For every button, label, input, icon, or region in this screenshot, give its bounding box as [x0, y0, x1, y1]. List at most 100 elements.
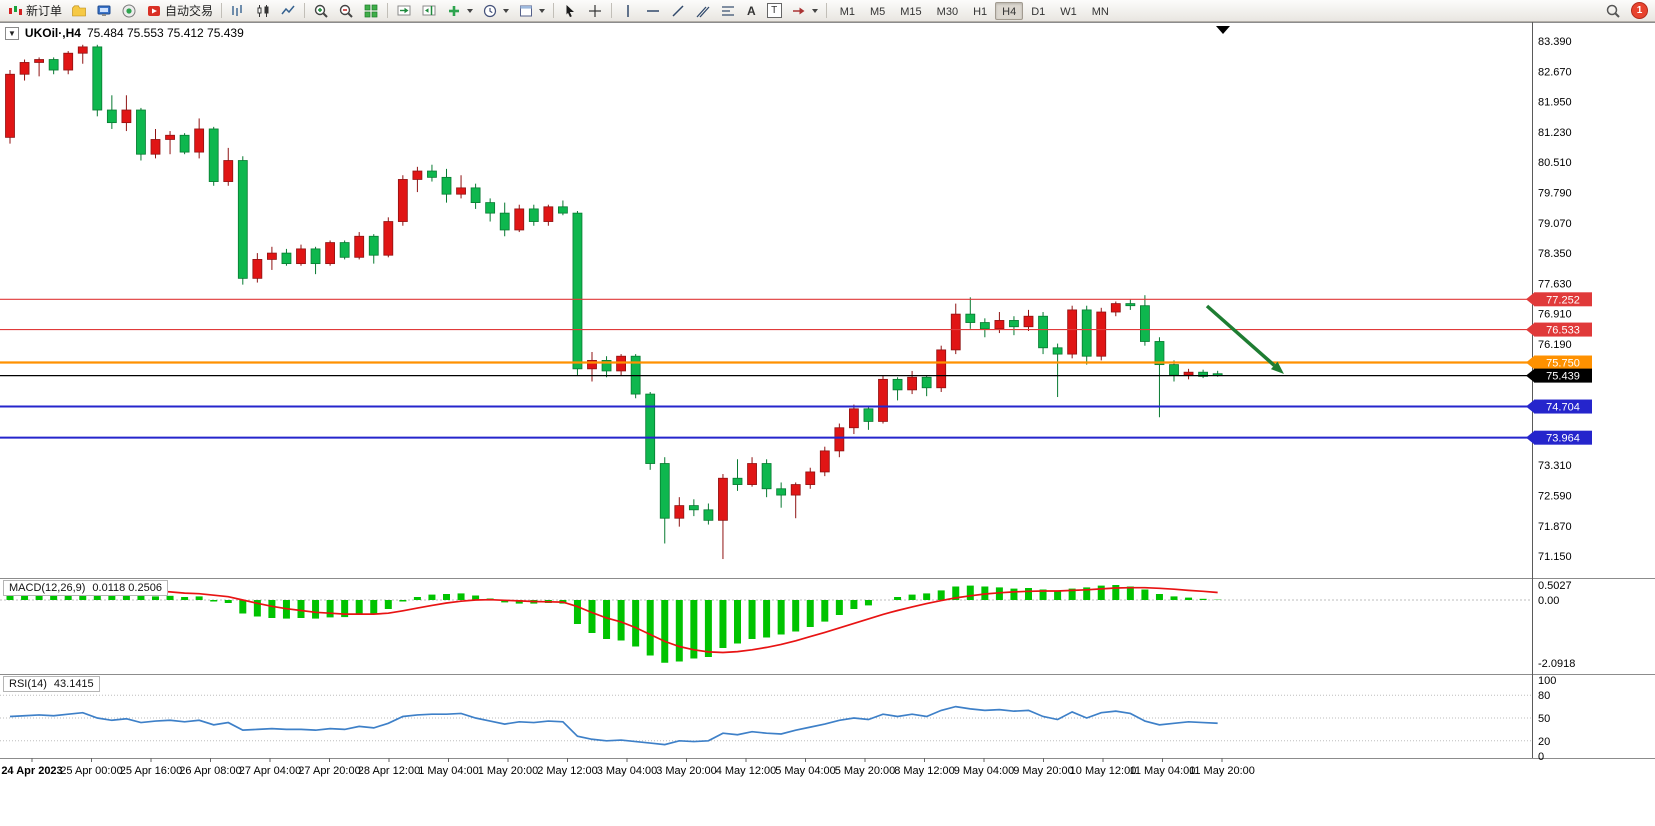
price-label-text: 75.439 — [1546, 371, 1580, 383]
chart-menu-icon[interactable]: ▼ — [5, 26, 19, 40]
candle-body — [456, 187, 466, 195]
candle-body — [266, 252, 277, 260]
candle-body — [325, 242, 336, 265]
text-button[interactable]: A — [741, 1, 762, 20]
time-label: 10 May 12:00 — [1070, 765, 1137, 777]
cursor-button[interactable] — [558, 1, 582, 20]
timeframe-button-M30[interactable]: M30 — [930, 2, 965, 20]
candle-body — [1009, 320, 1019, 328]
price-label-box — [1534, 399, 1592, 414]
candle-body — [383, 221, 394, 256]
auto-scroll-button[interactable] — [392, 1, 416, 20]
candle-body — [368, 235, 379, 256]
chevron-down-icon — [539, 8, 546, 13]
trend-arrow[interactable] — [1205, 304, 1276, 367]
candle-body — [63, 52, 74, 71]
cursor-icon — [566, 4, 575, 17]
auto-trading-button[interactable]: 自动交易 — [142, 1, 217, 20]
rsi-value: 43.1415 — [53, 678, 94, 690]
timeframe-button-D1[interactable]: D1 — [1024, 2, 1052, 20]
candle-body — [281, 252, 292, 265]
timeframe-button-M1[interactable]: M1 — [833, 2, 862, 20]
rsi-line — [9, 705, 1218, 746]
rsi-scale-label: 100 — [1538, 675, 1556, 687]
text-label-button[interactable]: T — [763, 1, 786, 20]
timeframe-button-MN[interactable]: MN — [1085, 2, 1116, 20]
auto-trading-label: 自动交易 — [165, 4, 214, 18]
zoom-in-button[interactable] — [309, 1, 333, 20]
candle-body — [136, 109, 146, 155]
timeframe-button-H4[interactable]: H4 — [995, 1, 1024, 20]
candle-body — [878, 378, 888, 422]
tile-windows-button[interactable] — [359, 1, 383, 20]
horizontal-line-button[interactable] — [641, 1, 665, 20]
candle-body — [572, 212, 583, 370]
macd-scale-label: -2.0918 — [1538, 658, 1575, 670]
candle-body — [296, 248, 306, 265]
price-label-notch — [1526, 292, 1534, 306]
candle-body — [892, 378, 903, 391]
candle-body — [121, 109, 132, 124]
candle-body — [1154, 341, 1165, 366]
time-label: 3 May 04:00 — [597, 765, 658, 777]
arrow-shapes-icon — [792, 7, 805, 14]
vertical-line-button[interactable] — [616, 1, 640, 20]
candle-body — [688, 505, 699, 511]
timeframe-button-M15[interactable]: M15 — [893, 2, 928, 20]
trend-arrow-head — [1270, 361, 1284, 374]
macd-name: MACD(12,26,9) — [9, 582, 86, 594]
time-label: 9 May 20:00 — [1013, 765, 1074, 777]
price-label-text: 74.704 — [1546, 402, 1580, 414]
market-watch-button[interactable] — [92, 1, 116, 20]
timeframe-button-H1[interactable]: H1 — [966, 2, 994, 20]
price-label-text: 77.252 — [1546, 294, 1580, 306]
time-label: 9 May 04:00 — [954, 765, 1015, 777]
macd-scale-label: 0.5027 — [1538, 580, 1572, 592]
price-tick-label: 76.190 — [1538, 339, 1572, 351]
candle-body — [1198, 371, 1208, 377]
price-tick-label: 78.350 — [1538, 248, 1572, 260]
price-tick-label: 79.070 — [1538, 218, 1572, 230]
time-label: 4 May 12:00 — [716, 765, 777, 777]
time-label: 2 May 12:00 — [537, 765, 598, 777]
line-chart-button[interactable] — [276, 1, 300, 20]
search-button[interactable] — [1601, 1, 1625, 20]
candlestick-chart-button[interactable] — [251, 1, 275, 20]
trendline-button[interactable] — [666, 1, 690, 20]
crosshair-button[interactable] — [583, 1, 607, 20]
templates-button[interactable] — [514, 1, 549, 20]
candle-body — [92, 46, 103, 111]
price-label-notch — [1526, 431, 1534, 445]
periods-button[interactable] — [478, 1, 513, 20]
timeframe-button-M5[interactable]: M5 — [863, 2, 892, 20]
new-order-button[interactable]: 新订单 — [3, 1, 66, 20]
fibonacci-button[interactable] — [716, 1, 740, 20]
notification-badge[interactable]: 1 — [1631, 2, 1648, 19]
price-tick-label: 73.310 — [1538, 460, 1572, 472]
candlesticks — [5, 44, 1223, 560]
rsi-scale-label: 50 — [1538, 713, 1550, 725]
candle-body — [834, 427, 845, 452]
candle-body — [587, 360, 597, 370]
timeframe-button-W1[interactable]: W1 — [1053, 2, 1084, 20]
candle-body — [849, 408, 859, 429]
candle-body — [907, 376, 917, 391]
add-indicator-icon — [449, 5, 460, 16]
navigator-button[interactable] — [117, 1, 141, 20]
candle-body — [1183, 371, 1194, 376]
chart-area[interactable]: 83.390 82.670 81.950 81.230 80.510 79.790 79.0… — [0, 22, 1655, 826]
price-tick-label: 81.950 — [1538, 97, 1572, 109]
zoom-out-button[interactable] — [334, 1, 358, 20]
profiles-button[interactable] — [67, 1, 91, 20]
time-label: 8 May 12:00 — [894, 765, 955, 777]
indicators-button[interactable] — [442, 1, 477, 20]
chart-shift-button[interactable] — [417, 1, 441, 20]
channel-button[interactable] — [691, 1, 715, 20]
rsi-indicator-label: RSI(14) 43.1415 — [3, 676, 100, 692]
candle-body — [718, 477, 728, 521]
arrows-button[interactable] — [787, 1, 822, 20]
candle-body — [354, 235, 365, 258]
bar-chart-button[interactable] — [226, 1, 250, 20]
time-label: 25 Apr 16:00 — [120, 765, 182, 777]
